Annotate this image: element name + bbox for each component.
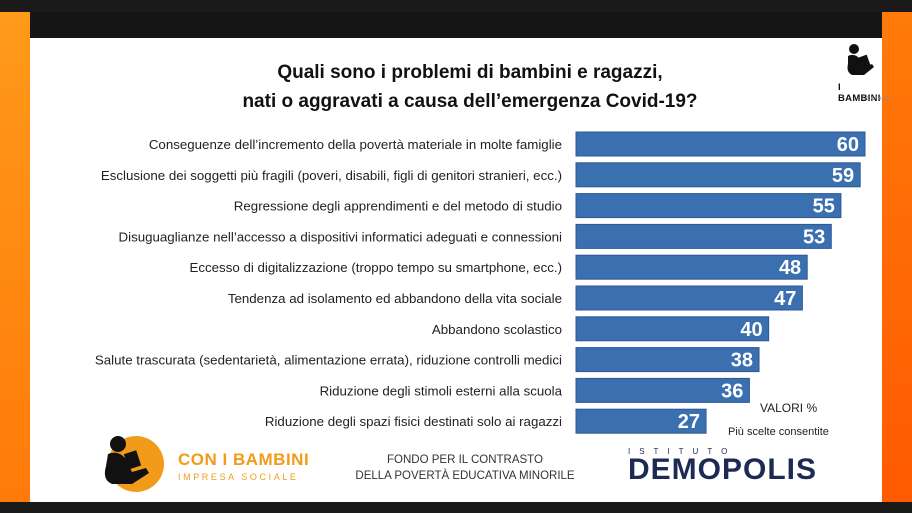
bar-value-label: 38	[731, 350, 753, 372]
bar	[575, 316, 770, 342]
brand-tagline: IMPRESA SOCIALE	[178, 472, 299, 482]
category-label: Abbandono scolastico	[432, 322, 562, 337]
con-i-bambini-logo: CON I BAMBINI IMPRESA SOCIALE	[92, 430, 352, 496]
bar	[575, 377, 750, 403]
brand-name: CON I BAMBINI	[178, 450, 310, 469]
bar-value-label: 27	[678, 411, 700, 433]
bar-value-label: 36	[721, 380, 743, 402]
bar	[575, 131, 866, 157]
bar-value-label: 47	[774, 288, 796, 310]
bar-value-label: 53	[803, 226, 825, 248]
category-label: Conseguenze dell’incremento della povert…	[149, 137, 562, 152]
bar-value-label: 40	[740, 319, 762, 341]
bar-value-label: 48	[779, 257, 801, 279]
chart-title: Quali sono i problemi di bambini e ragaz…	[150, 58, 790, 116]
demopolis-logo-text: DEMOPOLIS	[628, 453, 818, 486]
bar-value-label: 55	[813, 196, 835, 218]
bar	[575, 347, 760, 373]
fund-line-2: DELLA POVERTÀ EDUCATIVA MINORILE	[355, 470, 575, 482]
top-dark-strip	[30, 12, 882, 38]
top-dark-band	[0, 0, 912, 12]
note-values-percent: VALORI %	[760, 401, 818, 415]
title-line-1: Quali sono i problemi di bambini e ragaz…	[277, 62, 663, 83]
demopolis-istituto-text: ISTITUTO	[628, 447, 737, 456]
child-reading-icon	[847, 44, 874, 75]
corner-logo: I BAMBINI SOCIALE	[838, 42, 890, 114]
category-label: Disuguaglianze nell’accesso a dispositiv…	[119, 229, 563, 244]
category-label: Esclusione dei soggetti più fragili (pov…	[101, 168, 562, 183]
fund-line-1: FONDO PER IL CONTRASTO	[387, 454, 543, 466]
category-label: Eccesso di digitalizzazione (troppo temp…	[190, 260, 563, 275]
corner-logo-subtext: SOCIALE	[862, 96, 891, 102]
category-label: Regressione degli apprendimenti e del me…	[234, 199, 562, 214]
bar	[575, 193, 842, 219]
bar	[575, 254, 808, 280]
bar	[575, 408, 707, 434]
bar	[575, 285, 803, 311]
fund-description: FONDO PER IL CONTRASTO DELLA POVERTÀ EDU…	[340, 452, 590, 484]
title-line-2: nati o aggravati a causa dell’emergenza …	[242, 91, 698, 112]
category-label: Tendenza ad isolamento ed abbandono dell…	[228, 291, 562, 306]
bottom-dark-band	[0, 502, 912, 513]
bar-value-label: 60	[837, 134, 859, 156]
bar-value-label: 59	[832, 165, 854, 187]
category-label: Salute trascurata (sedentarietà, aliment…	[95, 353, 562, 368]
bar	[575, 162, 861, 188]
corner-logo-text: I BAMBINI	[838, 82, 881, 104]
category-label: Riduzione degli spazi fisici destinati s…	[265, 414, 562, 429]
left-orange-band	[0, 12, 30, 502]
category-label: Riduzione degli stimoli esterni alla scu…	[320, 383, 563, 398]
child-on-sun-icon	[104, 436, 164, 492]
bar	[575, 223, 832, 249]
right-orange-band	[882, 12, 912, 502]
note-multiple-choice: Più scelte consentite	[728, 426, 829, 438]
